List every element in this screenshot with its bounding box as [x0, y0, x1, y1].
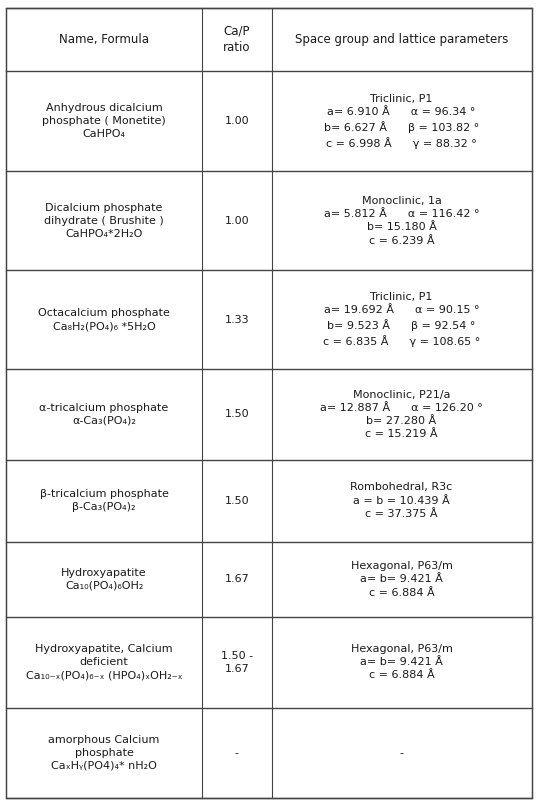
Text: 1.50: 1.50	[224, 409, 249, 419]
Text: Monoclinic, P21/a
a= 12.887 Å      α = 126.20 °
b= 27.280 Å
c = 15.219 Å: Monoclinic, P21/a a= 12.887 Å α = 126.20…	[320, 390, 483, 439]
Text: 1.50: 1.50	[224, 496, 249, 505]
Text: -: -	[235, 747, 239, 758]
Text: Space group and lattice parameters: Space group and lattice parameters	[295, 33, 508, 46]
Text: 1.50 -
1.67: 1.50 - 1.67	[221, 650, 253, 674]
Text: -: -	[400, 747, 404, 758]
Text: Hydroxyapatite
Ca₁₀(PO₄)₆OH₂: Hydroxyapatite Ca₁₀(PO₄)₆OH₂	[61, 568, 147, 591]
Text: Hexagonal, P63/m
a= b= 9.421 Å
c = 6.884 Å: Hexagonal, P63/m a= b= 9.421 Å c = 6.884…	[351, 561, 452, 597]
Text: Monoclinic, 1a
a= 5.812 Å      α = 116.42 °
b= 15.180 Å
c = 6.239 Å: Monoclinic, 1a a= 5.812 Å α = 116.42 ° b…	[324, 196, 479, 245]
Text: Anhydrous dicalcium
phosphate ( Monetite)
CaHPO₄: Anhydrous dicalcium phosphate ( Monetite…	[42, 103, 166, 140]
Text: 1.00: 1.00	[224, 216, 249, 226]
Text: α-tricalcium phosphate
α-Ca₃(PO₄)₂: α-tricalcium phosphate α-Ca₃(PO₄)₂	[39, 403, 169, 426]
Text: 1.33: 1.33	[224, 314, 249, 325]
Text: 1.00: 1.00	[224, 116, 249, 126]
Text: Name, Formula: Name, Formula	[59, 33, 149, 46]
Text: Triclinic, P1
a= 6.910 Å      α = 96.34 °
b= 6.627 Å      β = 103.82 °
c = 6.998: Triclinic, P1 a= 6.910 Å α = 96.34 ° b= …	[324, 94, 479, 148]
Text: Triclinic, P1
a= 19.692 Å      α = 90.15 °
b= 9.523 Å      β = 92.54 °
c = 6.835: Triclinic, P1 a= 19.692 Å α = 90.15 ° b=…	[323, 292, 480, 347]
Text: Dicalcium phosphate
dihydrate ( Brushite )
CaHPO₄*2H₂O: Dicalcium phosphate dihydrate ( Brushite…	[44, 203, 164, 239]
Text: Ca/P
ratio: Ca/P ratio	[223, 24, 251, 55]
Text: Hexagonal, P63/m
a= b= 9.421 Å
c = 6.884 Å: Hexagonal, P63/m a= b= 9.421 Å c = 6.884…	[351, 644, 452, 680]
Text: β-tricalcium phosphate
β-Ca₃(PO₄)₂: β-tricalcium phosphate β-Ca₃(PO₄)₂	[40, 489, 168, 512]
Text: Octacalcium phosphate
Ca₈H₂(PO₄)₆ *5H₂O: Octacalcium phosphate Ca₈H₂(PO₄)₆ *5H₂O	[38, 308, 170, 331]
Text: Rombohedral, R3c
a = b = 10.439 Å
c = 37.375 Å: Rombohedral, R3c a = b = 10.439 Å c = 37…	[350, 482, 453, 519]
Text: amorphous Calcium
phosphate
CaₓHᵧ(PO4)₄* nH₂O: amorphous Calcium phosphate CaₓHᵧ(PO4)₄*…	[48, 735, 160, 771]
Text: 1.67: 1.67	[224, 574, 249, 585]
Text: Hydroxyapatite, Calcium
deficient
Ca₁₀₋ₓ(PO₄)₆₋ₓ (HPO₄)ₓOH₂₋ₓ: Hydroxyapatite, Calcium deficient Ca₁₀₋ₓ…	[26, 644, 182, 680]
